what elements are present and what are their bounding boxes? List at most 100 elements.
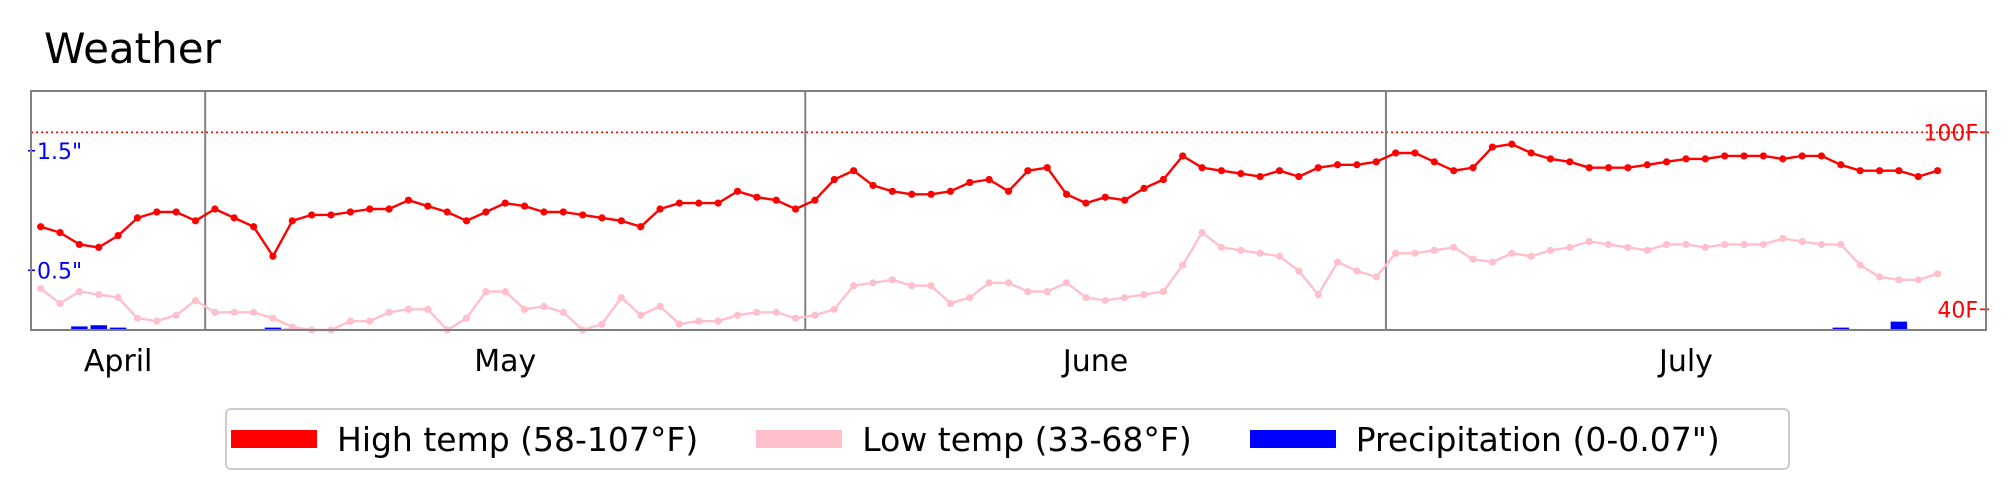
precip-tick-label: 1.5" bbox=[37, 140, 82, 165]
high-temp-point bbox=[617, 217, 625, 225]
high-temp-point bbox=[133, 214, 142, 222]
high-temp-point bbox=[791, 205, 800, 213]
high-temp-point bbox=[753, 193, 761, 201]
low-temp-point bbox=[1392, 249, 1400, 257]
low-temp-point bbox=[288, 323, 296, 331]
legend-item-high: High temp (58-107°F) bbox=[231, 420, 698, 459]
low-temp-point bbox=[1179, 261, 1187, 269]
high-temp-point bbox=[172, 208, 180, 216]
low-temp-point bbox=[1275, 252, 1284, 260]
low-temp-point bbox=[1604, 240, 1613, 249]
low-temp-point bbox=[1527, 252, 1535, 260]
month-label-may: May bbox=[474, 344, 536, 379]
high-temp-point bbox=[1159, 175, 1167, 184]
low-temp-point bbox=[269, 314, 277, 322]
high-temp-point bbox=[327, 211, 335, 219]
low-temp-point bbox=[211, 308, 219, 316]
low-temp-point bbox=[172, 311, 180, 319]
high-temp-point bbox=[1837, 161, 1845, 169]
legend-label-high: High temp (58-107°F) bbox=[337, 419, 699, 459]
high-temp-point bbox=[1024, 167, 1032, 175]
high-temp-point bbox=[656, 205, 664, 213]
chart-title: Weather bbox=[44, 24, 222, 73]
high-temp-point bbox=[772, 196, 780, 204]
low-temp-point bbox=[714, 317, 722, 325]
high-temp-point bbox=[462, 217, 471, 225]
temp-tick-label: 100F bbox=[1923, 121, 1978, 146]
high-temp-point bbox=[153, 208, 161, 216]
high-temp-point bbox=[56, 229, 64, 237]
precip-bar bbox=[1832, 327, 1850, 330]
high-temp-point bbox=[1295, 172, 1303, 181]
low-temp-point bbox=[927, 282, 935, 290]
high-temp-point bbox=[1353, 161, 1361, 169]
weather-chart: Weather April May June July 0.5" 1.5" 40F 100F bbox=[28, 24, 1989, 379]
high-temp-point bbox=[1043, 164, 1051, 172]
high-temp-point bbox=[1004, 187, 1013, 195]
high-temp-point bbox=[443, 208, 451, 216]
plot-frame bbox=[30, 90, 1987, 331]
high-temp-point bbox=[888, 187, 896, 195]
high-temp-point bbox=[985, 175, 993, 184]
low-temp-point bbox=[346, 317, 354, 325]
low-temp-point bbox=[1759, 240, 1768, 249]
high-temp-point bbox=[1179, 152, 1187, 160]
month-label-april: April bbox=[84, 344, 153, 379]
legend-swatch-precip bbox=[1249, 430, 1336, 448]
legend: High temp (58-107°F) Low temp (33-68°F) … bbox=[225, 408, 1790, 470]
legend-item-precip: Precipitation (0-0.07") bbox=[1249, 420, 1720, 459]
high-temp-point bbox=[1856, 167, 1864, 175]
high-temp-point bbox=[598, 214, 606, 222]
low-temp-point bbox=[95, 290, 103, 299]
high-temp-point bbox=[95, 243, 103, 251]
high-temp-point bbox=[482, 208, 490, 216]
low-temp-point bbox=[1566, 243, 1574, 251]
low-temp-point bbox=[1701, 243, 1709, 251]
low-temp-point bbox=[1004, 279, 1013, 287]
high-temp-point bbox=[966, 178, 974, 187]
high-temp-point bbox=[1527, 149, 1535, 157]
high-temp-point bbox=[1798, 152, 1806, 160]
high-temp-point bbox=[540, 208, 548, 216]
high-temp-point bbox=[1701, 155, 1709, 163]
month-label-june: June bbox=[1061, 344, 1128, 379]
low-temp-point bbox=[1082, 293, 1090, 302]
high-temp-point bbox=[114, 231, 122, 240]
low-temp-point bbox=[1333, 258, 1342, 266]
low-temp-point bbox=[230, 308, 238, 316]
high-temp-point bbox=[811, 196, 819, 204]
high-temp-point bbox=[1121, 196, 1129, 204]
low-temp-point bbox=[1798, 237, 1806, 246]
high-temp-point bbox=[1372, 158, 1380, 166]
low-temp-point bbox=[1353, 267, 1361, 275]
low-temp-point bbox=[1469, 255, 1477, 263]
high-temp-point bbox=[1817, 152, 1826, 160]
high-temp-point bbox=[733, 187, 742, 195]
low-temp-point bbox=[1372, 273, 1380, 281]
high-temp-point bbox=[1508, 140, 1516, 148]
low-temp-point bbox=[1217, 243, 1226, 251]
low-temp-point bbox=[366, 317, 374, 325]
low-temp-point bbox=[482, 288, 490, 296]
high-temp-point bbox=[908, 190, 916, 198]
high-temp-point bbox=[1682, 155, 1690, 163]
low-temp-point bbox=[617, 293, 625, 302]
low-temp-point bbox=[37, 285, 45, 293]
low-temp-point bbox=[191, 296, 200, 305]
high-temp-line bbox=[40, 142, 1938, 258]
low-temp-point bbox=[888, 276, 896, 284]
high-temp-point bbox=[675, 199, 684, 207]
high-temp-point bbox=[1875, 167, 1884, 175]
high-temp-point bbox=[1740, 152, 1748, 160]
low-temp-point bbox=[462, 314, 471, 322]
low-temp-point bbox=[1450, 243, 1458, 251]
precip-bar bbox=[264, 327, 282, 330]
high-temp-point bbox=[37, 223, 45, 231]
high-temp-point bbox=[1759, 152, 1768, 160]
high-temp-point bbox=[1643, 161, 1651, 169]
low-temp-point bbox=[1411, 249, 1419, 257]
low-temp-point bbox=[637, 311, 645, 319]
low-temp-point bbox=[1140, 290, 1148, 299]
high-temp-point bbox=[1430, 158, 1438, 166]
low-temp-point bbox=[1024, 288, 1032, 296]
